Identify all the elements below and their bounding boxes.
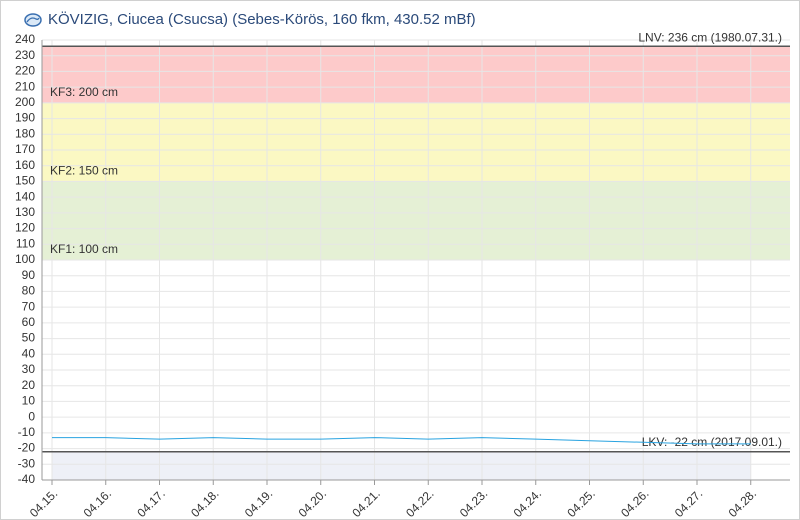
threshold-label: KF2: 150 cm (50, 164, 118, 178)
low-zone (52, 451, 751, 480)
icon (24, 13, 42, 27)
data-line (52, 437, 751, 445)
y-tick-label: 160 (15, 158, 35, 172)
y-tick-label: -20 (18, 441, 36, 455)
threshold-band (42, 46, 790, 103)
y-tick-label: 240 (15, 32, 35, 46)
y-tick-label: 30 (22, 362, 36, 376)
y-tick-label: 20 (22, 378, 36, 392)
y-tick-label: 0 (28, 409, 35, 423)
threshold-band (42, 102, 790, 182)
y-tick-label: 40 (22, 346, 36, 360)
y-tick-label: 120 (15, 221, 35, 235)
threshold-band (42, 181, 790, 260)
y-tick-label: 80 (22, 284, 36, 298)
level-label: LNV: 236 cm (1980.07.31.) (638, 30, 782, 44)
threshold-label: KF1: 100 cm (50, 242, 118, 256)
y-tick-label: 150 (15, 174, 35, 188)
y-tick-label: 110 (16, 236, 35, 250)
y-tick-label: 220 (15, 64, 35, 78)
y-tick-label: 90 (22, 268, 36, 282)
y-tick-label: -30 (18, 456, 36, 470)
y-tick-label: -10 (18, 425, 36, 439)
y-tick-label: 60 (22, 315, 36, 329)
y-tick-label: 170 (15, 142, 35, 156)
y-tick-label: 210 (15, 79, 35, 93)
y-tick-label: 230 (15, 48, 35, 62)
y-tick-label: 130 (15, 205, 35, 219)
threshold-label: KF3: 200 cm (50, 85, 118, 99)
chart-title: KÖVIZIG, Ciucea (Csucsa) (Sebes-Körös, 1… (48, 10, 476, 28)
y-tick-label: 50 (22, 331, 36, 345)
y-tick-label: 200 (15, 95, 35, 109)
y-tick-label: 190 (15, 111, 35, 125)
level-label: LKV: -22 cm (2017.09.01.) (642, 435, 782, 449)
y-tick-label: 10 (22, 394, 36, 408)
y-tick-label: 100 (15, 252, 35, 266)
y-tick-label: -40 (18, 472, 36, 486)
y-tick-label: 180 (15, 126, 35, 140)
y-tick-label: 140 (15, 189, 35, 203)
y-tick-label: 70 (22, 299, 36, 313)
